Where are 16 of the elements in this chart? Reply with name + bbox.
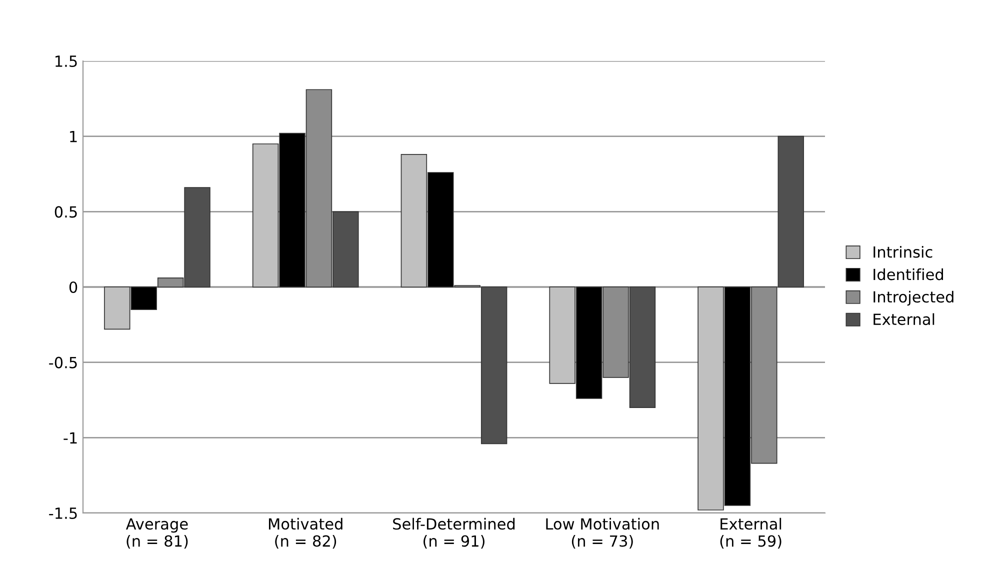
y-tick-label: -1.5 [49, 508, 77, 520]
y-tick-label: 0 [69, 281, 78, 294]
y-tick-label: 1 [70, 131, 77, 142]
x-tick-label: Self-Determined (n = 91) [393, 518, 515, 549]
y-tick-label: -1 [64, 432, 77, 444]
x-tick-label: Motivated (n = 82) [268, 518, 342, 549]
x-tick-label: Low Motivation (n = 73) [546, 518, 659, 549]
legend-label: Intrinsic [874, 246, 932, 258]
x-tick-label: External (n = 59) [720, 518, 782, 549]
y-tick-label: 1.5 [56, 56, 77, 68]
x-tick-label: Average (n = 81) [126, 518, 188, 549]
legend-label: External [874, 313, 934, 326]
y-tick-label: -0.5 [49, 356, 77, 368]
legend-label: Introjected [874, 290, 954, 306]
y-tick-label: 0.5 [54, 206, 77, 218]
legend-label: Identified [874, 268, 943, 280]
